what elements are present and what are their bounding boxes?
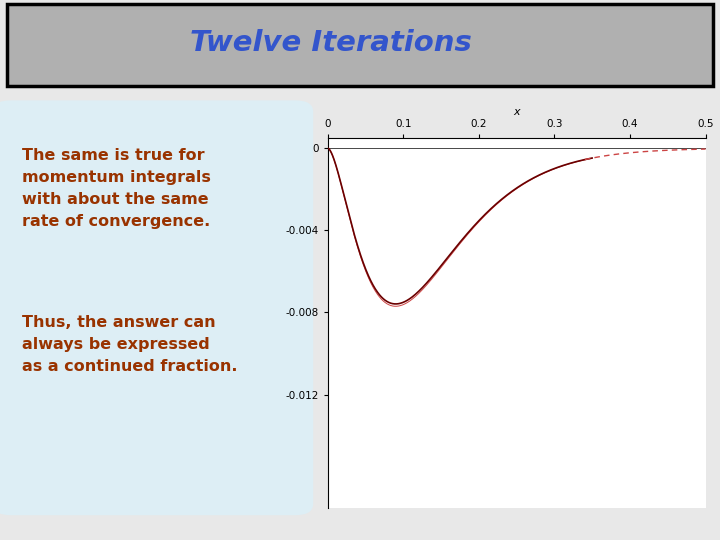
Text: Thus, the answer can
always be expressed
as a continued fraction.: Thus, the answer can always be expressed…: [22, 314, 237, 374]
FancyBboxPatch shape: [0, 100, 313, 515]
Text: Twelve Iterations: Twelve Iterations: [190, 29, 472, 57]
FancyBboxPatch shape: [7, 4, 713, 85]
X-axis label: x: x: [513, 107, 520, 117]
Text: The same is true for
momentum integrals
with about the same
rate of convergence.: The same is true for momentum integrals …: [22, 148, 210, 230]
